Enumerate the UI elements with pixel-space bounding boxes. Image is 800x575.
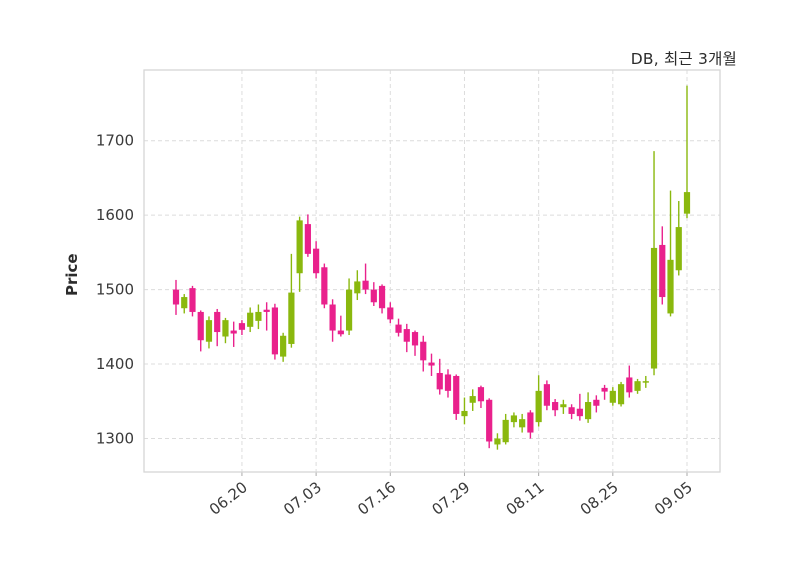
- candle-body: [411, 332, 419, 346]
- candle-body: [552, 402, 559, 411]
- candle-body: [650, 247, 658, 369]
- y-tick-label: 1500: [96, 281, 134, 299]
- candle-body: [238, 323, 246, 330]
- plot-border: [143, 69, 721, 473]
- candle-body: [543, 384, 550, 406]
- candle-body: [626, 377, 633, 393]
- candle-body: [172, 289, 180, 305]
- candle-body: [247, 312, 254, 327]
- x-tick-label: 07.16: [354, 478, 399, 519]
- candle-body: [477, 387, 485, 402]
- candle-body: [296, 220, 303, 274]
- candle-body: [494, 438, 501, 445]
- candle-body: [609, 390, 616, 403]
- candle-body: [395, 324, 402, 333]
- candle-body: [601, 387, 608, 392]
- candle-body: [683, 192, 691, 214]
- x-tick-label: 08.25: [577, 478, 622, 519]
- candle-body: [519, 419, 526, 428]
- candle-body: [280, 335, 287, 357]
- candle-body: [345, 289, 353, 331]
- candle-body: [205, 320, 213, 342]
- candle-body: [617, 384, 625, 405]
- chart-title: DB, 최근 3개월: [630, 50, 737, 68]
- x-tick-label: 06.20: [206, 478, 251, 519]
- candle-body: [527, 412, 534, 433]
- candle-body: [444, 374, 452, 391]
- candle-body: [304, 224, 311, 254]
- candle-body: [263, 309, 270, 312]
- candle-body: [576, 408, 583, 417]
- candle-body: [230, 330, 237, 334]
- x-tick-label: 07.29: [428, 478, 473, 519]
- candle-body: [288, 292, 295, 344]
- candle-body: [436, 372, 443, 390]
- candle-body: [354, 281, 361, 294]
- y-tick-label: 1700: [96, 132, 134, 150]
- candle-body: [378, 285, 386, 309]
- candle-body: [667, 259, 674, 314]
- y-tick-label: 1600: [96, 206, 134, 224]
- x-tick-label: 09.05: [651, 478, 696, 519]
- candle-body: [634, 381, 641, 391]
- candle-body: [329, 304, 336, 331]
- candle-body: [642, 381, 649, 383]
- candle-body: [370, 289, 377, 303]
- candle-body: [593, 399, 600, 406]
- candle-body: [486, 399, 493, 442]
- candle-body: [313, 248, 320, 274]
- candle-body: [675, 227, 682, 271]
- candle-body: [461, 410, 468, 417]
- candle-body: [362, 280, 369, 290]
- candle-body: [469, 396, 476, 403]
- candle-body: [560, 404, 567, 408]
- candle-body: [659, 244, 666, 298]
- candle-body: [535, 390, 542, 423]
- candle-body: [510, 415, 518, 423]
- candle-body: [387, 307, 394, 320]
- x-tick-label: 08.11: [503, 478, 548, 519]
- candle-body: [337, 330, 344, 335]
- candle-body: [214, 311, 221, 333]
- candle-body: [222, 320, 229, 337]
- candle-body: [403, 329, 410, 342]
- candle-body: [453, 375, 460, 414]
- candle-body: [181, 297, 188, 309]
- candle-body: [271, 307, 279, 355]
- x-tick-label: 07.03: [280, 478, 325, 519]
- y-tick-label: 1300: [96, 430, 134, 448]
- candle-body: [189, 288, 196, 312]
- candle-body: [568, 407, 575, 414]
- candle-body: [420, 341, 427, 361]
- y-tick-label: 1400: [96, 355, 134, 373]
- candle-body: [197, 311, 204, 341]
- candle-body: [502, 419, 509, 443]
- candle-body: [321, 267, 328, 305]
- candle-body: [255, 311, 262, 321]
- candle-body: [428, 362, 435, 366]
- candle-body: [584, 402, 592, 420]
